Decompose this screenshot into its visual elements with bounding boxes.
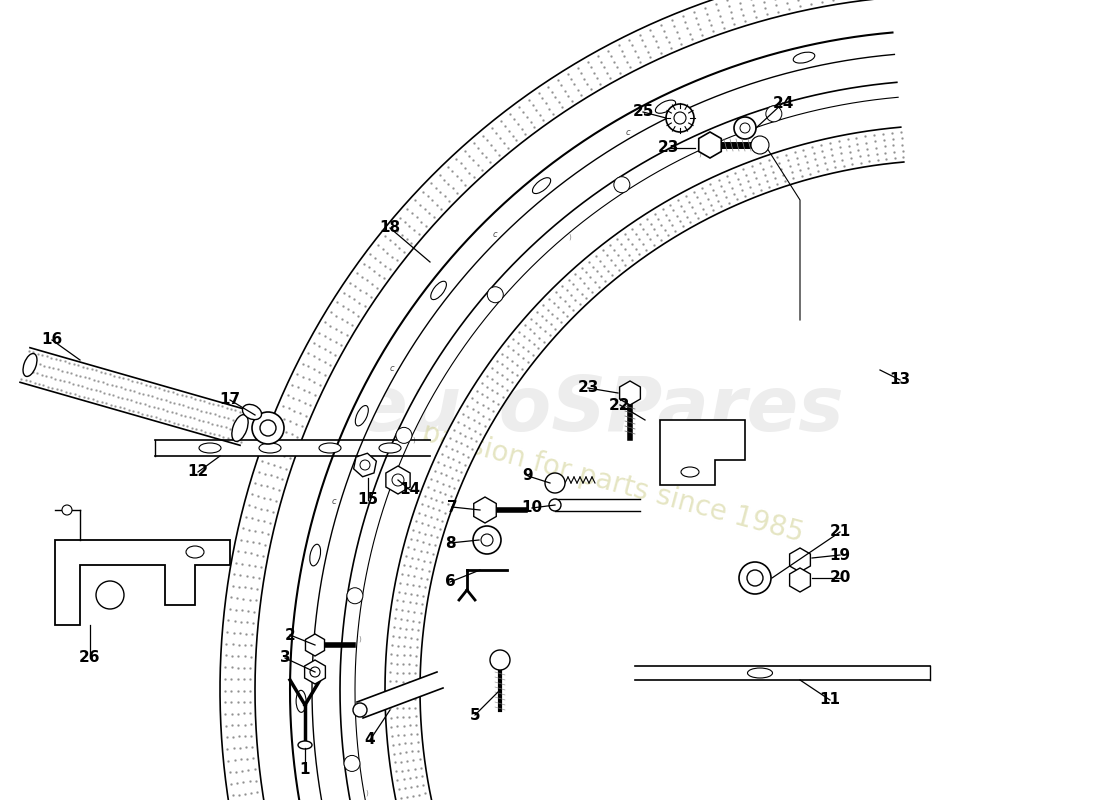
Circle shape	[614, 177, 630, 193]
Text: ): )	[412, 437, 415, 443]
Ellipse shape	[353, 703, 367, 717]
Circle shape	[310, 667, 320, 677]
Polygon shape	[290, 33, 894, 800]
Ellipse shape	[296, 690, 306, 712]
Text: 6: 6	[444, 574, 455, 590]
Polygon shape	[155, 440, 430, 456]
Circle shape	[740, 123, 750, 133]
Polygon shape	[635, 666, 930, 680]
Text: 5: 5	[470, 707, 481, 722]
Ellipse shape	[355, 406, 368, 426]
Polygon shape	[257, 0, 892, 800]
Text: 18: 18	[379, 221, 400, 235]
Text: c: c	[493, 230, 497, 239]
Circle shape	[360, 460, 370, 470]
Text: 10: 10	[521, 501, 542, 515]
Ellipse shape	[232, 414, 249, 442]
Polygon shape	[220, 0, 890, 800]
Ellipse shape	[793, 52, 815, 63]
Polygon shape	[340, 82, 898, 800]
Circle shape	[544, 473, 565, 493]
Circle shape	[473, 526, 500, 554]
Text: ): )	[698, 150, 701, 157]
Text: ): )	[568, 234, 571, 240]
Polygon shape	[55, 540, 230, 625]
Text: 20: 20	[829, 570, 850, 586]
Circle shape	[344, 755, 360, 771]
Text: 25: 25	[632, 105, 653, 119]
Text: 21: 21	[829, 525, 850, 539]
Circle shape	[490, 650, 510, 670]
Text: 8: 8	[444, 535, 455, 550]
Text: 12: 12	[187, 465, 209, 479]
Polygon shape	[20, 348, 250, 446]
Text: c: c	[332, 498, 337, 506]
Ellipse shape	[310, 544, 320, 566]
Text: 15: 15	[358, 493, 378, 507]
Ellipse shape	[656, 100, 675, 114]
Polygon shape	[660, 420, 745, 485]
Circle shape	[96, 581, 124, 609]
Text: 14: 14	[399, 482, 420, 498]
Text: 16: 16	[42, 333, 63, 347]
Circle shape	[346, 588, 363, 604]
Text: 2: 2	[285, 627, 296, 642]
Ellipse shape	[199, 443, 221, 453]
Text: 23: 23	[578, 381, 598, 395]
Circle shape	[481, 534, 493, 546]
Text: 1: 1	[299, 762, 310, 778]
Ellipse shape	[379, 443, 401, 453]
Ellipse shape	[258, 443, 280, 453]
Ellipse shape	[319, 443, 341, 453]
Text: ): )	[359, 635, 362, 642]
Text: 13: 13	[890, 373, 911, 387]
Circle shape	[739, 562, 771, 594]
Polygon shape	[385, 127, 904, 800]
Circle shape	[252, 412, 284, 444]
Text: c: c	[390, 363, 395, 373]
Polygon shape	[556, 499, 640, 511]
Text: 19: 19	[829, 547, 850, 562]
Circle shape	[487, 286, 504, 302]
Ellipse shape	[748, 668, 772, 678]
Text: 17: 17	[219, 393, 241, 407]
Text: 26: 26	[79, 650, 101, 666]
Text: 9: 9	[522, 469, 534, 483]
Text: 22: 22	[609, 398, 630, 413]
Circle shape	[62, 505, 72, 515]
Text: 4: 4	[365, 733, 375, 747]
Circle shape	[734, 117, 756, 139]
Text: 24: 24	[772, 95, 794, 110]
Text: c: c	[626, 128, 630, 137]
Text: 7: 7	[447, 499, 458, 514]
Text: euroSPares: euroSPares	[355, 373, 845, 447]
Circle shape	[260, 420, 276, 436]
Ellipse shape	[298, 741, 312, 749]
Circle shape	[392, 474, 404, 486]
Ellipse shape	[549, 499, 561, 511]
Ellipse shape	[681, 467, 698, 477]
Ellipse shape	[23, 354, 37, 377]
Circle shape	[674, 112, 686, 124]
Ellipse shape	[431, 282, 447, 300]
Ellipse shape	[186, 546, 204, 558]
Circle shape	[396, 427, 411, 443]
Text: 23: 23	[658, 141, 679, 155]
Polygon shape	[358, 672, 443, 718]
Text: ): )	[365, 790, 369, 796]
Circle shape	[747, 570, 763, 586]
Circle shape	[751, 136, 769, 154]
Ellipse shape	[532, 178, 551, 194]
Text: 11: 11	[820, 693, 840, 707]
Text: a passion for parts since 1985: a passion for parts since 1985	[394, 412, 806, 548]
Circle shape	[766, 106, 782, 122]
Circle shape	[666, 104, 694, 132]
Text: 3: 3	[279, 650, 290, 666]
Ellipse shape	[242, 404, 262, 420]
